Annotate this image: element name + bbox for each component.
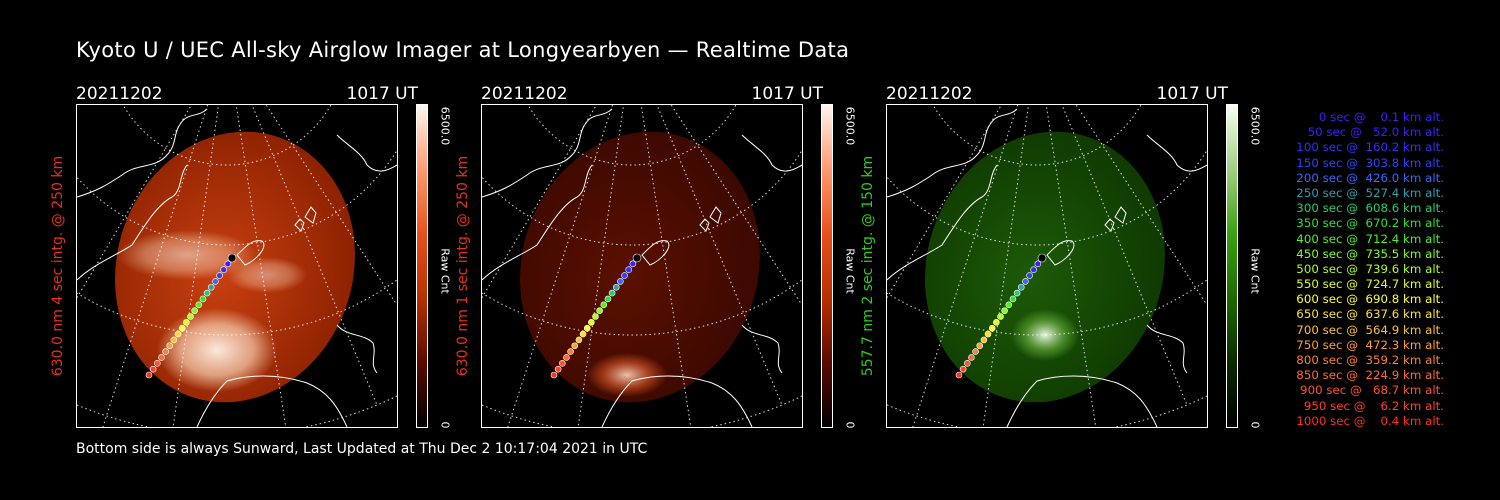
colorbar-unit: Raw Cnt: [438, 248, 452, 294]
colorbar-min: 0: [843, 421, 857, 429]
legend-row: 1000 sec @ 0.4 km alt.: [1296, 413, 1444, 428]
legend-row: 350 sec @ 670.2 km alt.: [1292, 216, 1444, 231]
legend-row: 50 sec @ 52.0 km alt.: [1300, 125, 1444, 140]
legend-row: 900 sec @ 68.7 km alt.: [1296, 383, 1444, 398]
panel-ylabel-wrap: 630.0 nm 1 sec intg. @ 250 km: [453, 104, 473, 428]
legend-row: 100 sec @ 160.2 km alt.: [1292, 140, 1444, 155]
panel-630nm-1sec: 20211202 1017 UT 630.0 nm 1 sec intg. @ …: [455, 84, 857, 430]
allsky-image: [76, 104, 398, 428]
legend-row: 700 sec @ 564.9 km alt.: [1292, 322, 1444, 337]
panel-time: 1017 UT: [346, 84, 419, 104]
legend-row: 0 sec @ 0.1 km alt.: [1307, 110, 1444, 124]
trajectory: [955, 253, 1047, 379]
colorbar: [416, 104, 428, 428]
colorbar: [821, 104, 833, 428]
legend-row: 850 sec @ 224.9 km alt.: [1292, 368, 1444, 383]
allsky-image: [886, 104, 1208, 428]
panel-ylabel: 630.0 nm 4 sec intg. @ 250 km: [50, 155, 66, 377]
panel-630nm-4sec: 20211202 1017 UT 630.0 nm 4 sec intg. @ …: [50, 84, 452, 430]
allsky-image: [481, 104, 803, 428]
panel-ylabel-wrap: 557.7 nm 2 sec intg. @ 150 km: [858, 104, 878, 428]
colorbar: [1226, 104, 1238, 428]
legend-row: 200 sec @ 426.0 km alt.: [1292, 170, 1444, 185]
panel-ylabel-wrap: 630.0 nm 4 sec intg. @ 250 km: [48, 104, 68, 428]
trajectory: [550, 253, 642, 379]
trajectory: [145, 253, 237, 379]
panel-date: 20211202: [886, 84, 973, 104]
panel-ylabel: 630.0 nm 1 sec intg. @ 250 km: [455, 155, 471, 377]
colorbar-max: 6500.0: [438, 106, 452, 146]
panel-date: 20211202: [481, 84, 568, 104]
legend-row: 250 sec @ 527.4 km alt.: [1292, 185, 1444, 200]
colorbar-max: 6500.0: [843, 106, 857, 146]
legend-row: 650 sec @ 637.6 km alt.: [1292, 307, 1444, 322]
trajectory-legend: 0 sec @ 0.1 km alt. 50 sec @ 52.0 km alt…: [1260, 110, 1444, 429]
panel-date: 20211202: [76, 84, 163, 104]
colorbar-min: 0: [438, 421, 452, 429]
legend-row: 550 sec @ 724.7 km alt.: [1292, 277, 1444, 292]
legend-row: 950 sec @ 6.2 km alt.: [1300, 398, 1444, 413]
legend-row: 450 sec @ 735.5 km alt.: [1292, 246, 1444, 261]
colorbar-unit: Raw Cnt: [843, 248, 857, 294]
legend-row: 800 sec @ 359.2 km alt.: [1292, 353, 1444, 367]
legend-row: 150 sec @ 303.8 km alt.: [1292, 155, 1444, 170]
panel-557nm-2sec: 20211202 1017 UT 557.7 nm 2 sec intg. @ …: [860, 84, 1262, 430]
legend-row: 750 sec @ 472.3 km alt.: [1292, 337, 1444, 352]
panel-ylabel: 557.7 nm 2 sec intg. @ 150 km: [860, 155, 876, 377]
legend-row: 500 sec @ 739.6 km alt.: [1292, 261, 1444, 276]
legend-row: 300 sec @ 608.6 km alt.: [1292, 201, 1444, 216]
legend-row: 600 sec @ 690.8 km alt.: [1292, 292, 1444, 307]
page-title: Kyoto U / UEC All-sky Airglow Imager at …: [76, 38, 850, 62]
legend-row: 400 sec @ 712.4 km alt.: [1292, 231, 1444, 246]
panel-time: 1017 UT: [751, 84, 824, 104]
footer-note: Bottom side is always Sunward, Last Upda…: [76, 441, 648, 457]
panel-time: 1017 UT: [1156, 84, 1229, 104]
